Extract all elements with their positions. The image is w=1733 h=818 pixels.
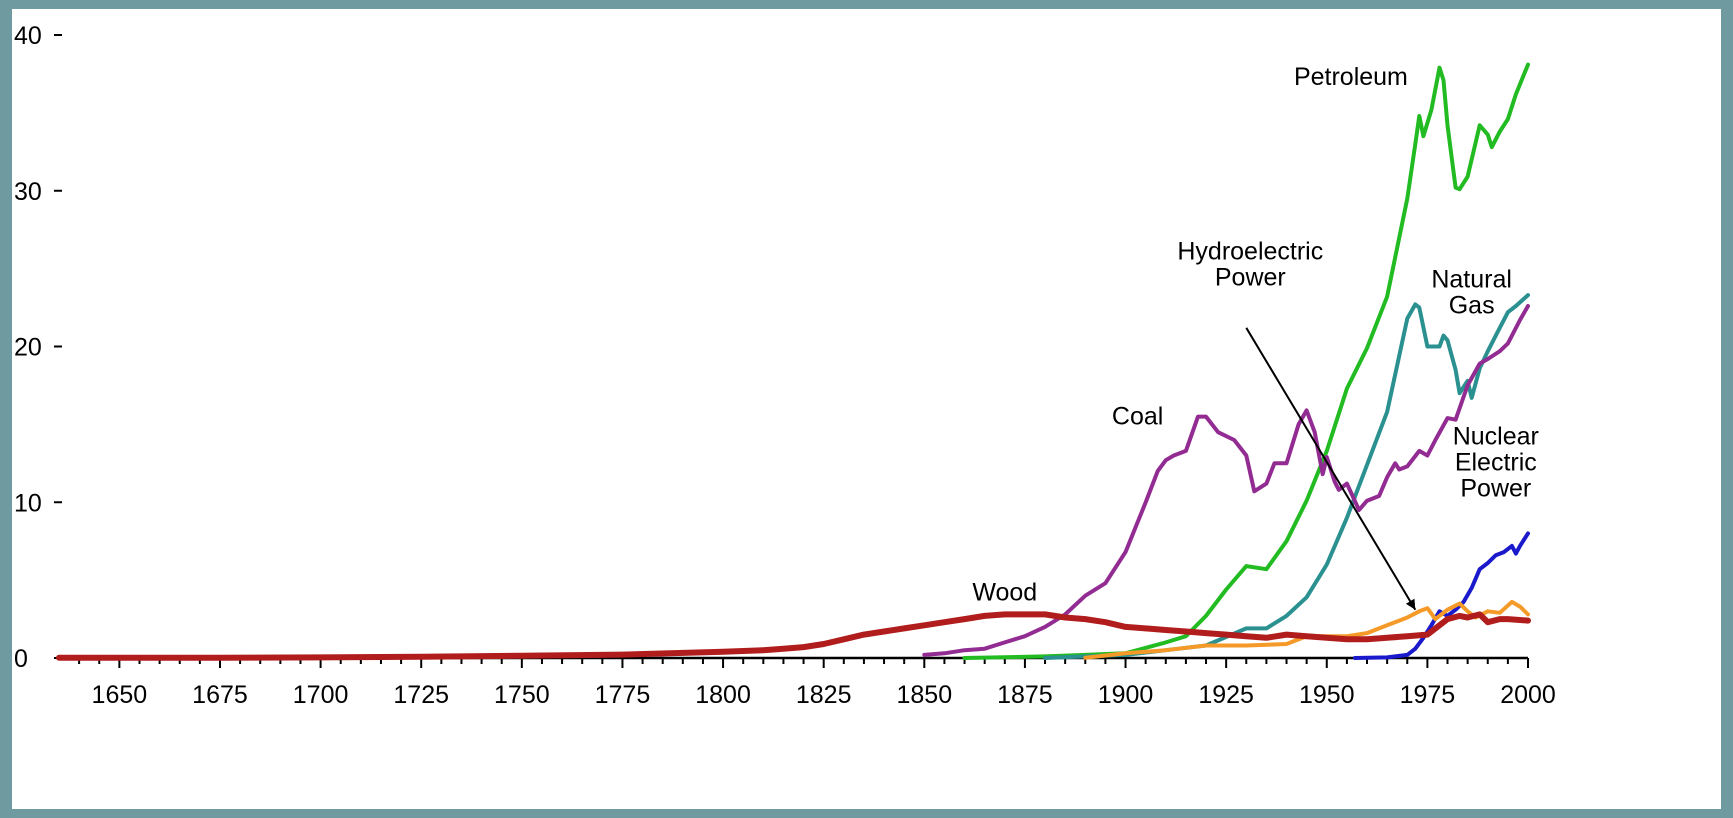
series-label-hydroelectric: Power	[1215, 263, 1286, 291]
y-tick-label: 20	[14, 334, 42, 362]
x-tick-label: 1875	[997, 681, 1053, 709]
y-tick-label: 0	[14, 645, 28, 673]
x-tick-label: 1775	[595, 681, 651, 709]
chart-frame: 1650 1675 1700 1725 1750 1775 1800 1825 1850 1875…	[12, 9, 1721, 809]
series-label-natural-gas: Gas	[1449, 291, 1495, 319]
series-label-hydroelectric: Hydroelectric	[1177, 237, 1323, 265]
series-label-nuclear: Nuclear	[1453, 423, 1539, 451]
x-tick-label: 1650	[92, 681, 148, 709]
x-tick-label: 1975	[1400, 681, 1456, 709]
series-line-wood	[56, 611, 1531, 661]
y-tick-label: 10	[14, 489, 42, 517]
x-tick-label: 1700	[293, 681, 349, 709]
x-tick-label: 1750	[494, 681, 550, 709]
series-label-nuclear: Power	[1460, 475, 1531, 503]
series-line-petroleum	[962, 62, 1530, 660]
x-tick-label: 1900	[1098, 681, 1154, 709]
series-label-natural-gas: Natural	[1431, 265, 1512, 293]
series-line-nuclear-electric-power	[1352, 531, 1530, 660]
series-line-coal	[922, 304, 1530, 657]
series-label-nuclear: Electric	[1455, 449, 1537, 477]
y-tick-label: 40	[14, 22, 42, 50]
hydroelectric-arrow	[1245, 327, 1417, 611]
x-tick-label: 1950	[1299, 681, 1355, 709]
x-tick-label: 2000	[1500, 681, 1556, 709]
series-label-coal: Coal	[1112, 402, 1163, 430]
x-tick-label: 1825	[796, 681, 852, 709]
x-tick-label: 1850	[896, 681, 952, 709]
series-label-petroleum: Petroleum	[1294, 63, 1408, 91]
x-tick-label: 1725	[393, 681, 449, 709]
x-tick-label: 1925	[1198, 681, 1254, 709]
energy-consumption-chart: 1650 1675 1700 1725 1750 1775 1800 1825 1850 1875…	[14, 22, 1556, 709]
y-tick-label: 30	[14, 178, 42, 206]
series-label-wood: Wood	[972, 578, 1037, 606]
x-tick-label: 1675	[192, 681, 248, 709]
x-tick-label: 1800	[695, 681, 751, 709]
series-line-hydroelectric-power	[1083, 599, 1530, 660]
